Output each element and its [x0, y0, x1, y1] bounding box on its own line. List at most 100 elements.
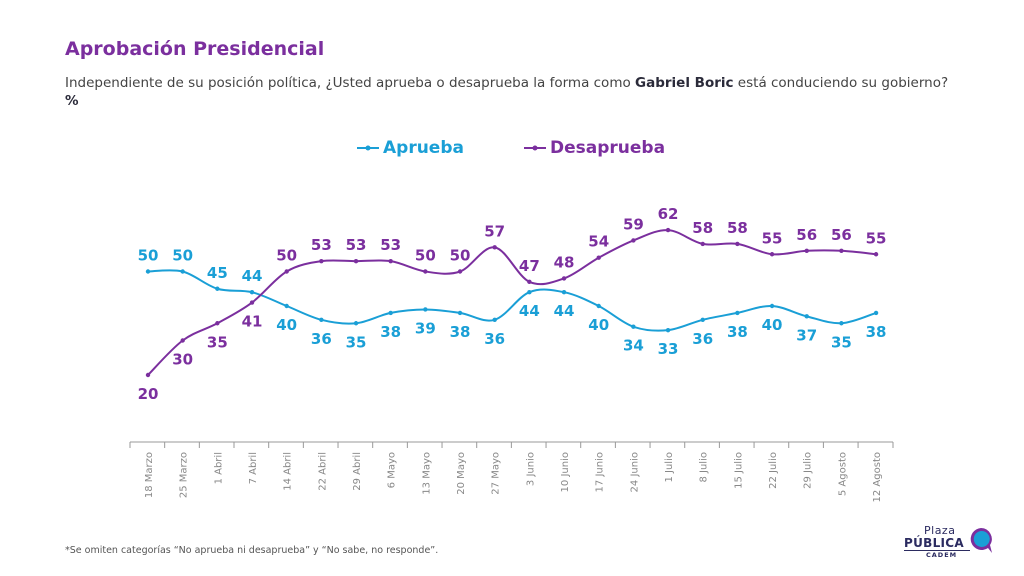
chart-title: Aprobación Presidencial [65, 38, 325, 60]
x-tick-label: 22 Abril [317, 452, 328, 491]
data-label-desaprueba: 58 [727, 219, 748, 237]
x-tick-label: 17 Junio [595, 452, 606, 492]
data-label-aprueba: 40 [588, 316, 609, 334]
data-point-desaprueba [804, 248, 809, 253]
data-point-desaprueba [839, 248, 844, 253]
data-point-desaprueba [492, 245, 497, 250]
x-tick-label: 3 Junio [525, 452, 536, 486]
data-label-desaprueba: 47 [519, 257, 540, 275]
x-tick-label: 14 Abril [283, 452, 294, 491]
x-tick-label: 24 Junio [629, 452, 640, 492]
data-label-desaprueba: 57 [484, 222, 505, 240]
data-label-desaprueba: 54 [588, 233, 609, 251]
data-point-desaprueba [769, 252, 775, 257]
legend-desaprueba-marker [524, 145, 546, 151]
data-point-desaprueba [180, 338, 185, 343]
legend-aprueba-marker [357, 145, 379, 151]
data-label-aprueba: 38 [866, 323, 887, 341]
data-label-aprueba: 39 [415, 319, 436, 337]
data-label-desaprueba: 50 [450, 247, 471, 265]
data-label-aprueba: 38 [727, 323, 748, 341]
data-point-desaprueba [561, 276, 567, 281]
data-point-aprueba [145, 269, 151, 274]
data-label-desaprueba: 58 [692, 219, 713, 237]
x-tick-label: 5 Agosto [837, 452, 848, 496]
data-point-desaprueba [353, 258, 359, 264]
data-point-desaprueba [284, 269, 289, 274]
x-tick-label: 6 Mayo [387, 452, 398, 488]
x-tick-label: 29 Abril [352, 452, 363, 491]
x-tick-label: 25 Marzo [179, 452, 190, 498]
data-label-aprueba: 36 [311, 330, 332, 348]
legend-aprueba-label: Aprueba [383, 138, 464, 158]
data-label-aprueba: 45 [207, 264, 228, 282]
x-tick-label: 27 Mayo [491, 452, 502, 495]
data-point-aprueba [873, 310, 879, 316]
legend-desaprueba-label: Desaprueba [550, 138, 666, 158]
data-label-desaprueba: 55 [762, 229, 783, 247]
data-label-desaprueba: 56 [796, 226, 817, 244]
data-point-aprueba [319, 317, 324, 322]
data-point-aprueba [735, 310, 740, 316]
data-label-aprueba: 40 [276, 316, 297, 334]
speech-bubble-icon [970, 528, 992, 553]
x-tick-label: 8 Julio [699, 452, 710, 483]
data-label-aprueba: 50 [172, 247, 193, 265]
chart-subtitle: Independiente de su posición política, ¿… [65, 74, 965, 110]
subtitle-name: Gabriel Boric [635, 75, 734, 91]
data-label-desaprueba: 62 [658, 205, 679, 223]
x-tick-label: 22 Julio [768, 452, 779, 489]
legend-aprueba: Aprueba [357, 138, 464, 158]
data-point-aprueba [215, 286, 220, 291]
data-point-desaprueba [873, 252, 879, 257]
x-tick-label: 13 Mayo [421, 452, 432, 495]
x-tick-label: 12 Agosto [872, 452, 883, 502]
data-label-aprueba: 38 [450, 323, 471, 341]
data-point-aprueba [804, 314, 809, 319]
data-label-aprueba: 44 [554, 302, 575, 320]
x-tick-label: 1 Abril [213, 452, 224, 484]
data-label-desaprueba: 30 [172, 351, 193, 369]
data-point-aprueba [839, 321, 844, 326]
data-point-aprueba [284, 303, 289, 309]
data-label-aprueba: 36 [692, 330, 713, 348]
data-point-aprueba [180, 269, 185, 274]
x-tick-label: 20 Mayo [456, 452, 467, 495]
data-point-desaprueba [457, 269, 463, 274]
series-line-desaprueba [147, 229, 877, 376]
logo-line3: CADEM [926, 551, 958, 559]
data-point-desaprueba [665, 227, 671, 233]
data-label-aprueba: 36 [484, 330, 505, 348]
data-point-desaprueba [735, 241, 740, 247]
data-point-aprueba [631, 324, 636, 329]
data-label-aprueba: 37 [796, 326, 817, 344]
data-point-aprueba [596, 303, 601, 309]
data-label-desaprueba: 41 [242, 313, 263, 331]
data-point-desaprueba [388, 258, 393, 264]
cadem-logo: Plaza PÚBLICA CADEM [898, 524, 998, 564]
data-point-desaprueba [145, 372, 151, 378]
data-label-desaprueba: 53 [380, 236, 401, 254]
data-point-desaprueba [249, 300, 255, 305]
data-point-aprueba [769, 303, 775, 309]
data-point-desaprueba [319, 258, 324, 264]
data-label-desaprueba: 20 [138, 385, 159, 403]
x-tick-label: 18 Marzo [144, 452, 155, 498]
data-label-desaprueba: 53 [311, 236, 332, 254]
series-line-aprueba [147, 269, 877, 332]
x-tick-label: 29 Julio [803, 452, 814, 489]
data-point-aprueba [527, 290, 532, 295]
data-label-aprueba: 40 [762, 316, 783, 334]
data-label-aprueba: 50 [138, 247, 159, 265]
data-point-desaprueba [215, 321, 220, 326]
legend-desaprueba: Desaprueba [524, 138, 665, 158]
data-label-aprueba: 44 [242, 267, 263, 285]
data-point-aprueba [665, 327, 671, 333]
subtitle-unit: % [65, 93, 79, 109]
subtitle-text: Independiente de su posición política, ¿… [65, 75, 636, 91]
data-point-desaprueba [527, 279, 532, 285]
data-label-desaprueba: 55 [866, 229, 887, 247]
data-label-desaprueba: 53 [346, 236, 367, 254]
data-label-aprueba: 38 [380, 323, 401, 341]
x-tick-label: 1 Julio [664, 452, 675, 483]
